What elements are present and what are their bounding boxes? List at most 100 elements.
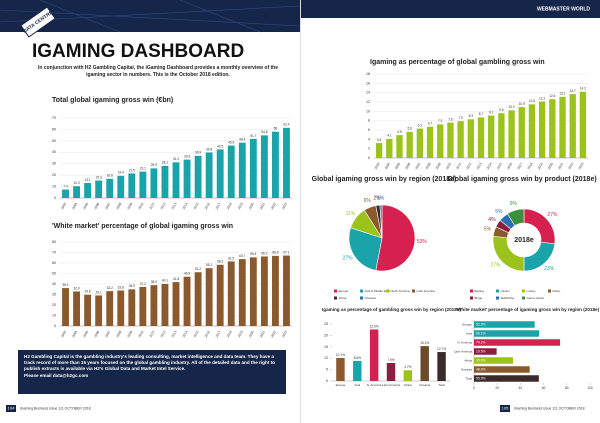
x-tick-label: Africa: [404, 383, 412, 387]
data-label: 38.9: [151, 280, 157, 284]
x-tick-label: Europe: [336, 383, 346, 387]
y-tick-label: 10: [52, 185, 56, 189]
center-label: 2018e: [514, 237, 534, 244]
y-tick-label: 0: [326, 379, 328, 383]
bar: [183, 159, 191, 198]
data-label: 7.4: [63, 184, 68, 188]
x-tick-label: 2016: [204, 330, 211, 338]
x-tick-label: 2016: [204, 202, 211, 210]
data-label: 4.9: [397, 130, 402, 134]
x-tick-label: 2013: [476, 162, 483, 170]
data-label: 42.5: [217, 144, 223, 148]
data-label: 7.9%: [387, 358, 394, 362]
data-label: 27%: [547, 212, 558, 218]
x-tick-label: 2011: [149, 202, 156, 210]
y-tick-label: 14: [366, 91, 370, 95]
x-tick-label: 2014: [182, 330, 189, 338]
data-label: 10.3: [73, 181, 79, 185]
legend-swatch: [522, 296, 525, 300]
bar: [272, 255, 279, 326]
y-tick-label: N. America: [457, 340, 472, 344]
x-tick-label: 2017: [516, 162, 523, 170]
data-label: 46.9: [184, 272, 190, 276]
data-label: 33.2: [107, 286, 113, 290]
x-tick-label: 2016: [506, 162, 513, 170]
y-tick-label: 20: [324, 333, 328, 337]
legend-swatch: [412, 289, 415, 293]
data-label: 61.4: [283, 123, 289, 127]
y-tick-label: 10: [366, 109, 370, 113]
info-text: H2 Gambling Capital is the gambling indu…: [24, 354, 275, 372]
bar: [128, 173, 136, 198]
data-label: 4.7%: [404, 365, 411, 369]
data-label: 52.3%: [476, 322, 486, 326]
data-label: 21.5: [129, 168, 135, 172]
chart-title: Igaming as percentage of gambling gross …: [322, 307, 461, 312]
x-tick-label: 2023: [577, 162, 584, 170]
bar: [336, 357, 345, 381]
bar: [260, 256, 268, 326]
x-tick-label: 2003: [60, 202, 67, 210]
x-tick-label: 2022: [567, 162, 574, 170]
data-label: 58: [274, 127, 278, 131]
data-label: 8.3: [469, 114, 474, 118]
y-tick-label: 0: [54, 324, 56, 328]
legend-label: Casino: [501, 289, 511, 293]
bar: [227, 261, 235, 326]
bar: [549, 99, 556, 158]
y-tick-label: 18: [366, 72, 370, 76]
y-tick-label: 60: [52, 261, 56, 265]
legend-label: Asia & Middle East: [365, 289, 390, 293]
legend-swatch: [522, 289, 525, 293]
data-label: 1%: [377, 195, 385, 201]
data-label: 54.8: [261, 130, 267, 134]
data-label: 67.1: [283, 250, 289, 254]
bar: [95, 180, 103, 198]
x-tick-label: 2022: [270, 330, 277, 338]
bar: [73, 186, 80, 198]
legend-swatch: [470, 289, 473, 293]
y-tick-label: 80: [52, 240, 56, 244]
bar: [194, 272, 202, 326]
data-label: 36.9: [195, 151, 201, 155]
data-label: 45.9: [228, 140, 234, 144]
slice: [348, 227, 383, 271]
bar: [172, 162, 180, 198]
y-tick-label: 30: [52, 162, 56, 166]
bar: [205, 152, 213, 198]
bar: [353, 360, 362, 381]
data-label: 58.3: [217, 260, 223, 264]
data-label: 27%: [490, 262, 501, 268]
data-label: 11.5: [529, 99, 535, 103]
x-tick-label: 40: [519, 386, 523, 390]
x-tick-label: 2005: [82, 202, 89, 210]
data-label: 29.1: [96, 290, 102, 294]
x-tick-label: Oceania: [419, 383, 431, 387]
bar: [416, 128, 424, 158]
bar: [117, 175, 125, 198]
bar: [396, 135, 403, 158]
data-label: 33.6%: [476, 358, 486, 362]
bar: [205, 268, 213, 326]
y-tick-label: 5: [326, 368, 328, 372]
data-label: 10.1%: [336, 353, 345, 357]
legend-swatch: [496, 296, 499, 300]
chart-title: Igaming as percentage of global gambling…: [370, 59, 545, 66]
x-tick-label: 2010: [445, 162, 452, 170]
x-tick-label: N. America: [367, 383, 382, 387]
y-tick-label: 2: [368, 147, 370, 151]
page-tab: [6, 405, 16, 412]
x-tick-label: 2017: [215, 202, 222, 210]
data-label: 63.7: [239, 254, 245, 258]
x-tick-label: 2008: [115, 202, 122, 210]
bar: [216, 264, 224, 326]
y-tick-label: Africa: [464, 358, 472, 362]
x-tick-label: 2009: [435, 162, 442, 170]
info-email: Please email data@h2gc.com: [24, 372, 89, 378]
bar: [386, 138, 393, 158]
x-tick-label: 2018: [226, 330, 233, 338]
x-tick-label: 0: [473, 386, 475, 390]
bar: [406, 131, 413, 158]
data-label: 23.1: [140, 166, 146, 170]
